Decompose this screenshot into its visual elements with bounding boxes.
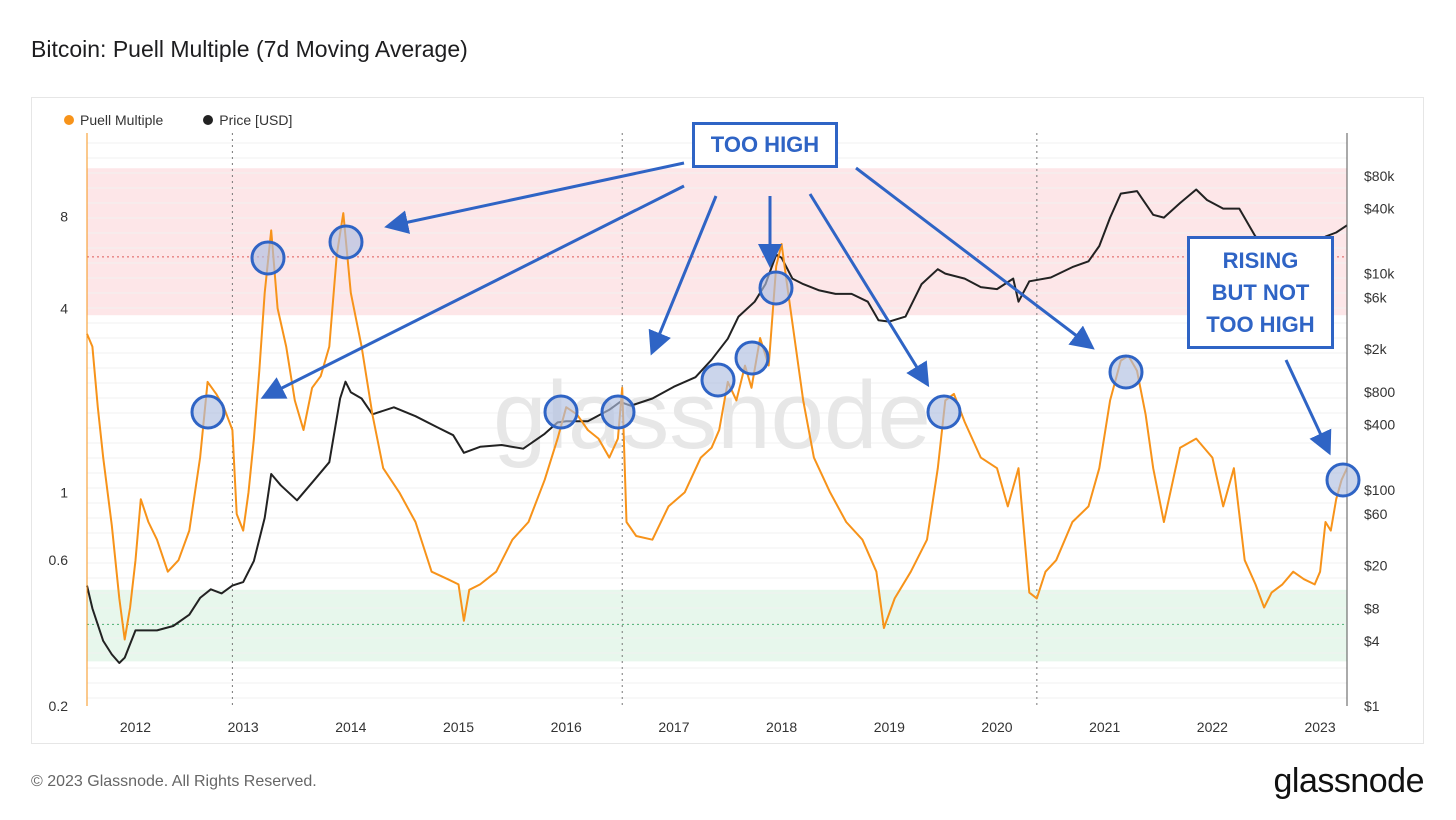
too-high-callout: TOO HIGH: [692, 122, 838, 168]
y-right-tick-label: $20: [1364, 557, 1388, 573]
highlight-circle: [758, 270, 794, 306]
highlight-circle: [1325, 462, 1361, 498]
legend-item-price[interactable]: Price [USD]: [203, 112, 292, 128]
highlight-circle: [926, 394, 962, 430]
y-left-tick-label: 0.2: [49, 698, 69, 714]
y-left-tick-label: 4: [60, 300, 68, 316]
x-tick-label: 2023: [1304, 719, 1335, 735]
chart-panel: [31, 97, 1424, 744]
legend-label-puell: Puell Multiple: [80, 112, 164, 128]
series-price-line: [86, 188, 1348, 664]
y-axis-left: 0.2 0.6 1 4 8: [49, 208, 69, 714]
y-right-tick-label: $400: [1364, 417, 1395, 433]
y-left-tick-label: 1: [60, 484, 68, 500]
x-tick-label: 2018: [766, 719, 797, 735]
chart-title: Bitcoin: Puell Multiple (7d Moving Avera…: [31, 36, 468, 62]
y-right-tick-label: $40k: [1364, 201, 1395, 217]
highlight-circles: [190, 224, 1361, 498]
legend-item-puell[interactable]: Puell Multiple: [64, 112, 163, 128]
x-tick-label: 2016: [551, 719, 582, 735]
x-tick-label: 2015: [443, 719, 474, 735]
annotation-arrow: [855, 166, 1095, 350]
highlight-circle: [543, 394, 579, 430]
annotation-arrow: [808, 193, 930, 388]
annotation-arrows: [260, 161, 1332, 456]
highlight-circle: [250, 240, 286, 276]
legend-dot-puell: [64, 115, 74, 125]
gridlines: [87, 142, 1347, 699]
y-right-tick-label: $80k: [1364, 168, 1395, 184]
legend-label-price: Price [USD]: [219, 112, 293, 128]
rising-callout: RISING BUT NOT TOO HIGH: [1187, 236, 1334, 349]
y-axis-right: $1 $4 $8 $20 $60 $100 $400 $800 $2k $6k $10k $40k $8…: [1364, 168, 1395, 714]
y-right-tick-label: $800: [1364, 384, 1395, 400]
x-tick-label: 2021: [1089, 719, 1120, 735]
y-right-tick-label: $10k: [1364, 266, 1395, 282]
y-left-tick-label: 0.6: [49, 552, 69, 568]
y-right-tick-label: $2k: [1364, 341, 1388, 357]
series-lines: [86, 188, 1348, 664]
y-right-tick-label: $8: [1364, 600, 1380, 616]
x-tick-label: 2013: [228, 719, 259, 735]
highlight-circle: [1108, 354, 1144, 390]
x-tick-label: 2017: [658, 719, 689, 735]
legend: Puell Multiple Price [USD]: [64, 112, 292, 128]
annotation-arrow: [384, 161, 685, 234]
band-undervalued: [87, 589, 1347, 662]
annotation-arrow: [648, 195, 718, 356]
x-tick-label: 2012: [120, 719, 151, 735]
y-right-tick-label: $60: [1364, 506, 1388, 522]
highlight-circle: [734, 340, 770, 376]
legend-dot-price: [203, 115, 214, 125]
valuation-bands: [87, 168, 1347, 662]
x-tick-label: 2019: [874, 719, 905, 735]
y-right-tick-label: $100: [1364, 482, 1395, 498]
x-tick-label: 2022: [1197, 719, 1228, 735]
highlight-circle: [700, 362, 736, 398]
y-right-tick-label: $1: [1364, 698, 1380, 714]
highlight-circle: [328, 224, 364, 260]
copyright-footer: © 2023 Glassnode. All Rights Reserved.: [31, 773, 317, 790]
glassnode-logo: glassnode: [1273, 762, 1424, 800]
x-tick-label: 2014: [335, 719, 366, 735]
y-left-tick-label: 8: [60, 208, 68, 224]
annotation-arrow: [260, 184, 685, 399]
series-puell-line: [86, 212, 1348, 641]
x-axis: 2012 2013 2014 2015 2016 2017 2018 2019 2020 2021…: [86, 133, 1348, 735]
highlight-circle: [600, 394, 636, 430]
highlight-circle: [190, 394, 226, 430]
y-right-tick-label: $6k: [1364, 290, 1388, 306]
y-right-tick-label: $4: [1364, 633, 1380, 649]
x-tick-label: 2020: [981, 719, 1012, 735]
annotation-arrow: [1284, 359, 1332, 456]
